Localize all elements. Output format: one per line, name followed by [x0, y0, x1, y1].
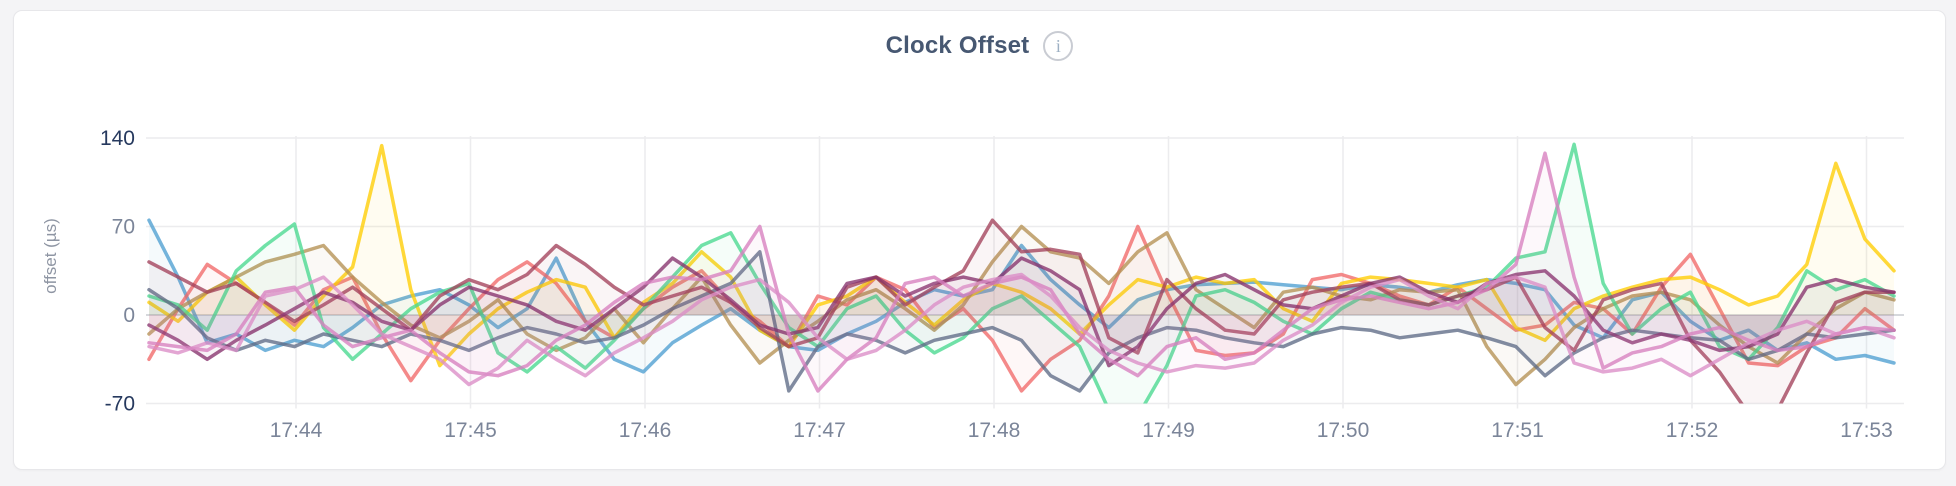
chart-title: Clock Offset [885, 32, 1030, 59]
y-tick-label: 0 [123, 304, 135, 327]
clock-offset-chart-card: Clock Offset i 140 70 0 -70 17:44 17:45 17:46 1… [13, 10, 1946, 470]
chart-header: Clock Offset i [14, 31, 1945, 61]
series-line-s7 [147, 218, 1896, 404]
info-icon-glyph: i [1055, 36, 1061, 56]
series-line-s3 [147, 143, 1896, 368]
info-icon[interactable]: i [1043, 31, 1074, 61]
series-area-s3 [149, 145, 1894, 366]
y-tick-label: -70 [105, 393, 135, 416]
x-tick-label: 17:44 [270, 419, 323, 442]
series-line-s10 [147, 272, 1896, 387]
x-axis-labels: 17:44 17:45 17:46 17:47 17:48 17:49 17:50 17:51… [270, 419, 1893, 442]
series-area-s6 [149, 251, 1894, 391]
x-tick-label: 17:46 [619, 419, 672, 442]
y-axis-labels: 140 70 0 -70 [100, 127, 135, 416]
plot-series [147, 142, 1896, 404]
y-tick-label: 70 [112, 216, 135, 239]
y-tick-label: 140 [100, 127, 135, 150]
x-tick-label: 17:49 [1142, 419, 1195, 442]
series-area-s10 [149, 274, 1894, 385]
x-tick-label: 17:53 [1840, 419, 1893, 442]
x-tick-label: 17:45 [444, 419, 497, 442]
x-tick-label: 17:50 [1317, 419, 1370, 442]
series-area-s9 [149, 153, 1894, 391]
series-line-s9 [147, 151, 1896, 393]
series-line-s5 [147, 142, 1896, 404]
series-line-s6 [147, 250, 1896, 393]
x-tick-label: 17:51 [1491, 419, 1544, 442]
series-area-s8 [149, 258, 1894, 366]
series-line-s8 [147, 256, 1896, 368]
series-area-s5 [149, 144, 1894, 404]
x-tick-label: 17:48 [968, 419, 1021, 442]
x-tick-label: 17:52 [1666, 419, 1719, 442]
x-tick-label: 17:47 [793, 419, 846, 442]
y-axis-title: offset (µs) [41, 218, 60, 294]
series-area-s4 [149, 226, 1894, 385]
series-line-s4 [147, 224, 1896, 387]
